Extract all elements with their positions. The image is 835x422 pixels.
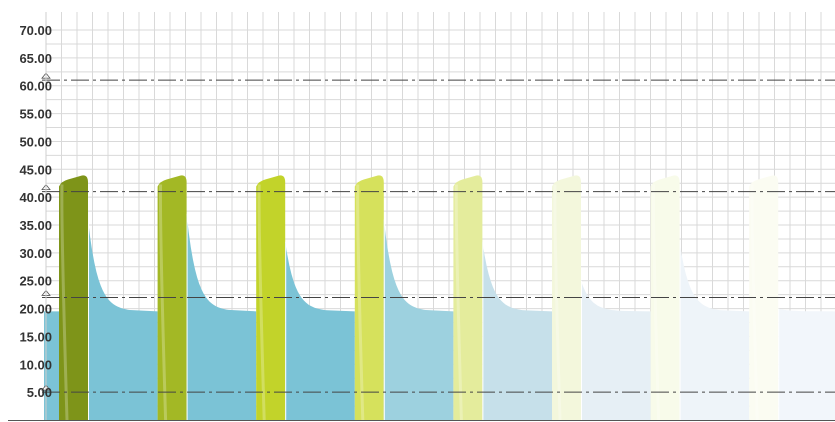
decay-area [186, 213, 257, 420]
decay-area [679, 241, 750, 420]
decay-area [778, 308, 835, 420]
y-tick-label: 65.00 [19, 51, 52, 66]
y-tick-label: 20.00 [19, 302, 52, 317]
pulse-highlight [651, 184, 661, 421]
y-tick-label: 15.00 [19, 329, 52, 344]
y-tick-label: 55.00 [19, 107, 52, 122]
pulse-highlight [356, 184, 365, 421]
pulse-highlight [750, 184, 759, 421]
y-tick-label: 30.00 [19, 246, 52, 261]
pulse-highlight [60, 184, 69, 421]
y-tick-label: 40.00 [19, 190, 52, 205]
pulse-area [256, 175, 286, 420]
y-tick-label: 10.00 [19, 357, 52, 372]
y-tick-label: 50.00 [19, 134, 52, 149]
decay-area [482, 241, 552, 420]
y-tick-label: 5.00 [27, 385, 52, 400]
pulse-highlight [454, 184, 463, 421]
pulse-highlight [158, 184, 168, 421]
y-tick-label: 35.00 [19, 218, 52, 233]
pulse-area [453, 175, 483, 420]
y-axis: 5.00 10.00 15.00 20.00 25.00 30.00 35.00 40.00 4… [19, 12, 52, 420]
y-tick-label: 60.00 [19, 79, 52, 94]
y-tick-label: 45.00 [19, 162, 52, 177]
pulse-highlight [257, 184, 266, 421]
y-tick-label: 25.00 [19, 274, 52, 289]
decay-area [581, 280, 651, 420]
pulse-area [749, 175, 779, 420]
decay-area [88, 219, 158, 420]
y-tick-label: 70.00 [19, 23, 52, 38]
decay-area [383, 219, 454, 420]
pulse-highlight [553, 184, 562, 421]
decay-area [285, 241, 355, 420]
initial-base-area [44, 311, 59, 420]
